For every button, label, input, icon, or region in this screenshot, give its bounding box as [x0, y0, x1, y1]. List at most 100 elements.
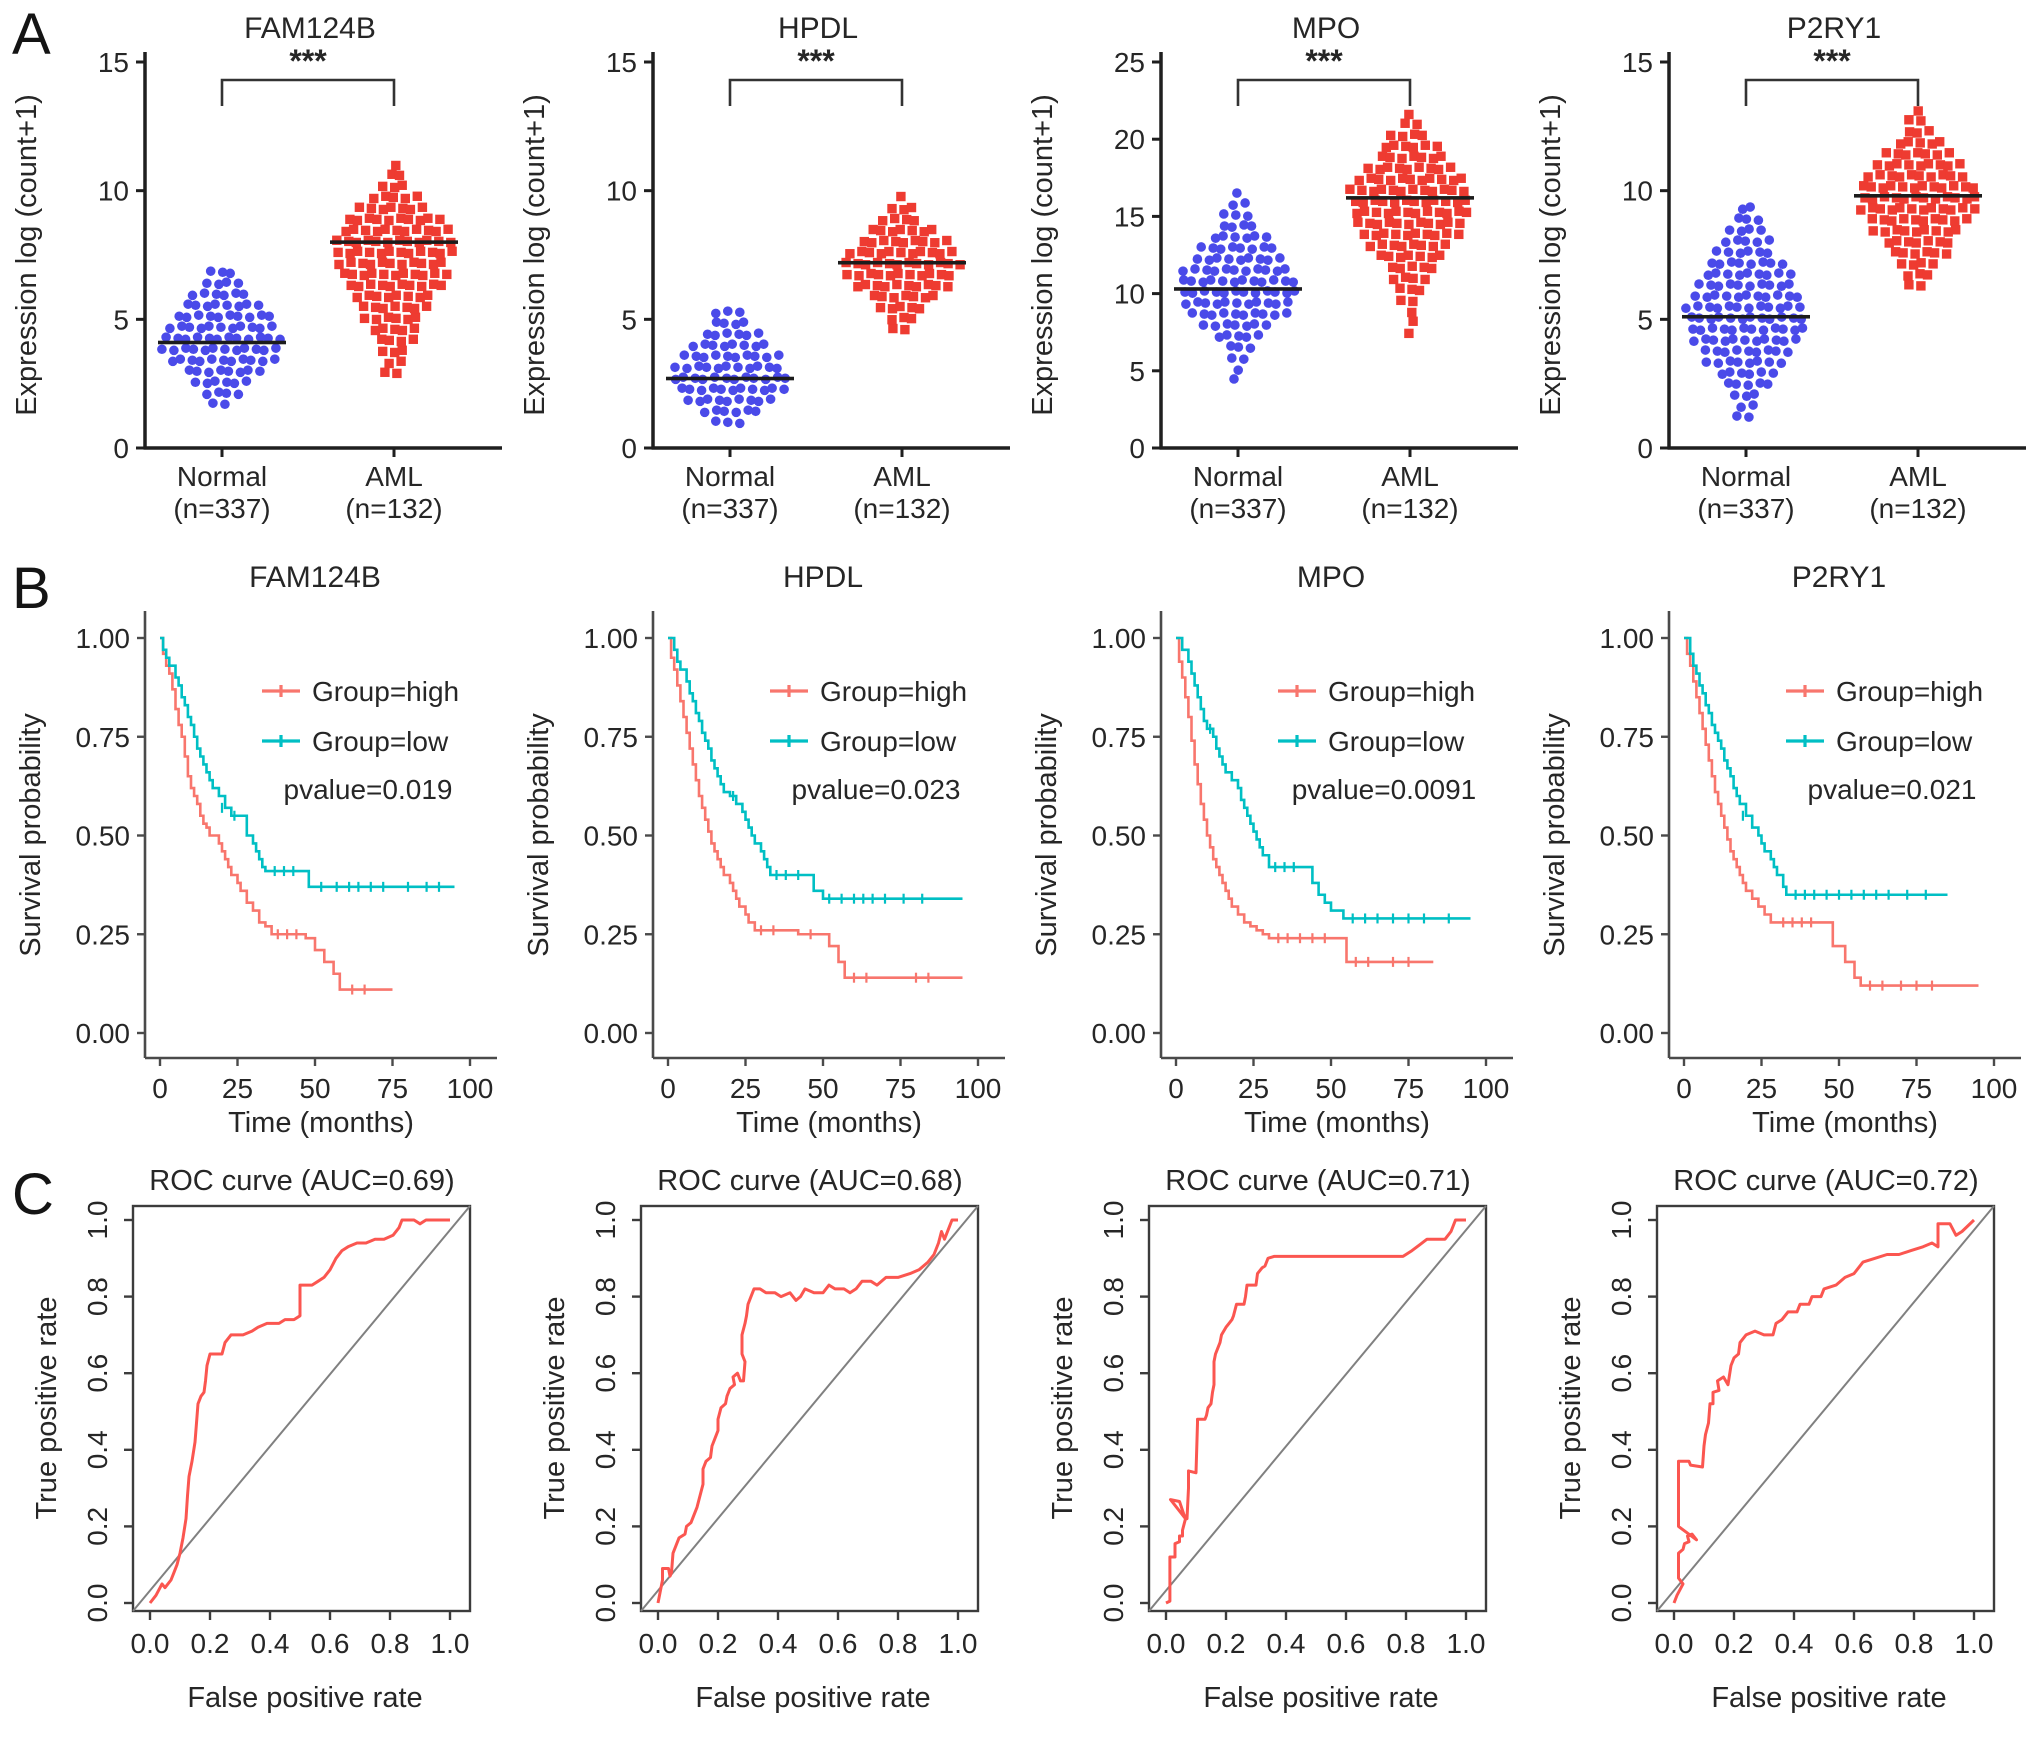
panel-title: HPDL: [778, 12, 858, 45]
data-point-aml: [873, 269, 884, 280]
data-point-aml: [917, 271, 927, 281]
data-point-normal: [1770, 323, 1781, 333]
data-point-aml: [1454, 206, 1464, 216]
data-point-aml: [1408, 142, 1418, 153]
data-point-normal: [1242, 233, 1252, 243]
data-point-aml: [415, 292, 425, 303]
data-point-normal: [1230, 232, 1240, 242]
data-point-aml: [860, 279, 871, 290]
data-point-normal: [195, 356, 205, 367]
data-point-normal: [1232, 298, 1242, 308]
data-point-aml: [1460, 195, 1470, 205]
roc-chart: ROC curve (AUC=0.69) 0.0 0.2 0.4 0.6 0.8 1.0 0.…: [31, 1165, 472, 1714]
data-point-aml: [386, 202, 396, 212]
data-point-aml: [1397, 153, 1407, 164]
data-point-aml: [923, 260, 934, 270]
km-chart: HPDL 1.00 0.75 0.50 0.25 0.00 0 25 50 75 100 Time (…: [523, 561, 1005, 1139]
data-point-aml: [381, 191, 391, 201]
data-point-aml: [1439, 184, 1450, 194]
data-point-aml: [1429, 195, 1439, 205]
data-point-normal: [1707, 258, 1717, 268]
data-point-aml: [859, 236, 869, 247]
data-point-aml: [890, 213, 900, 224]
data-point-normal: [1783, 301, 1793, 311]
data-point-aml: [403, 314, 413, 325]
data-point-aml: [1398, 173, 1408, 183]
roc-panel-hpdl: ROC curve (AUC=0.68) 0.0 0.2 0.4 0.6 0.8 1.0 0.…: [508, 1158, 1016, 1757]
group-n-label: (n=132): [345, 493, 442, 524]
data-point-normal: [235, 321, 246, 331]
data-point-normal: [1283, 297, 1293, 307]
data-point-normal: [1212, 253, 1222, 263]
pvalue-label: pvalue=0.021: [1808, 774, 1977, 805]
data-point-normal: [1762, 270, 1772, 281]
panel-title: ROC curve (AUC=0.69): [149, 1165, 454, 1197]
data-point-normal: [683, 395, 693, 406]
data-point-aml: [1443, 217, 1453, 227]
data-point-normal: [204, 333, 215, 344]
data-point-aml: [1886, 181, 1896, 191]
y-tick-label: 0.50: [1600, 821, 1655, 852]
data-point-normal: [229, 378, 240, 389]
data-point-aml: [857, 246, 867, 257]
data-point-aml: [907, 302, 917, 313]
x-axis-title: Time (months): [228, 1107, 414, 1139]
data-point-aml: [1929, 182, 1939, 192]
data-point-aml: [1365, 241, 1375, 252]
data-point-aml: [910, 235, 920, 246]
data-point-aml: [1434, 207, 1445, 218]
data-point-normal: [213, 312, 223, 323]
median-line: [330, 240, 458, 244]
data-point-aml: [417, 281, 427, 292]
y-tick-label: 0.25: [1092, 919, 1147, 950]
y-tick-label: 1.0: [1098, 1201, 1129, 1240]
y-axis-title: Survival probability: [523, 713, 555, 957]
data-point-normal: [1219, 308, 1229, 318]
data-point-aml: [1929, 248, 1940, 258]
data-point-aml: [399, 226, 410, 237]
km-curve-high: [160, 636, 393, 991]
data-point-aml: [1911, 215, 1921, 225]
data-point-normal: [239, 343, 250, 353]
data-point-normal: [1723, 378, 1734, 388]
data-point-aml: [390, 324, 400, 335]
data-point-aml: [1398, 131, 1408, 142]
data-point-aml: [366, 203, 377, 214]
data-point-normal: [1190, 264, 1200, 274]
data-point-aml: [341, 226, 351, 237]
data-point-aml: [1442, 208, 1452, 219]
x-tick-label: 50: [1315, 1073, 1346, 1104]
data-point-aml: [1388, 262, 1398, 273]
data-point-aml: [1919, 205, 1929, 215]
data-point-aml: [1887, 205, 1897, 215]
data-point-aml: [1455, 218, 1465, 229]
data-point-aml: [409, 303, 420, 314]
roc-curve: [1165, 1218, 1466, 1605]
data-point-aml: [1856, 205, 1866, 215]
median-line: [158, 340, 286, 345]
data-point-aml: [1384, 251, 1394, 262]
data-point-aml: [1910, 249, 1920, 259]
y-tick-label: 0: [621, 433, 637, 464]
data-point-aml: [1420, 274, 1430, 285]
data-point-normal: [255, 332, 266, 342]
data-point-normal: [1187, 308, 1198, 318]
data-point-aml: [1868, 226, 1878, 236]
data-point-normal: [751, 341, 761, 352]
data-point-normal: [721, 361, 731, 371]
significance-bracket: [1236, 78, 1412, 106]
y-tick-label: 0.75: [1092, 722, 1147, 753]
data-point-normal: [1791, 334, 1801, 344]
x-axis-title: False positive rate: [1711, 1682, 1946, 1714]
y-tick-label: 5: [1637, 304, 1653, 335]
data-point-normal: [238, 354, 249, 364]
y-tick-label: 0.2: [1098, 1507, 1129, 1546]
significance-stars: ***: [1813, 43, 1851, 79]
legend-label-low: Group=low: [1836, 726, 1973, 757]
group-label: Normal: [177, 461, 267, 492]
data-point-normal: [1745, 202, 1755, 212]
data-point-aml: [410, 269, 420, 280]
data-point-normal: [711, 308, 721, 319]
data-point-aml: [385, 281, 395, 292]
data-point-normal: [1744, 412, 1754, 422]
